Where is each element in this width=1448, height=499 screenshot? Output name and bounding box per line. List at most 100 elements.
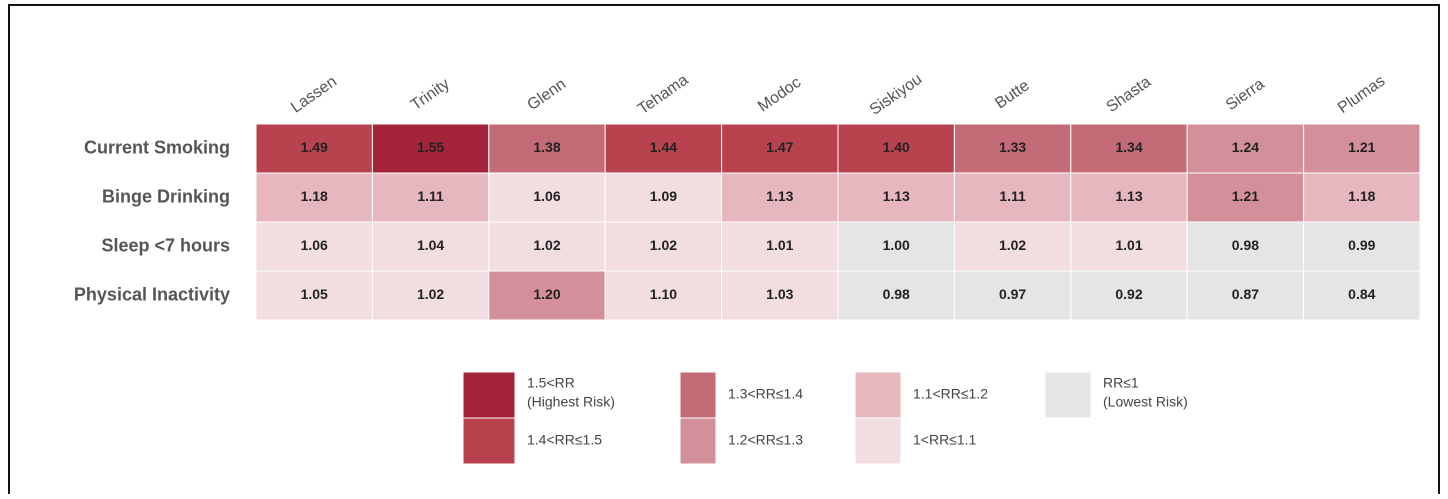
heat-cell: [721, 270, 839, 321]
heat-cell: [1070, 221, 1188, 272]
cell-value: 1.00: [883, 237, 910, 253]
cell-value: 1.33: [999, 139, 1026, 155]
cell-value: 1.06: [533, 188, 560, 204]
cell-value: 1.40: [883, 139, 910, 155]
cell-value: 1.55: [417, 139, 444, 155]
column-label: Lassen: [288, 73, 340, 117]
heat-cell: [953, 270, 1072, 321]
cell-value: 1.24: [1232, 139, 1259, 155]
legend-note: (Highest Risk): [527, 394, 615, 410]
cell-value: 1.01: [1115, 237, 1142, 253]
cell-value: 1.04: [417, 237, 444, 253]
cell-value: 1.02: [999, 237, 1026, 253]
cell-value: 0.98: [883, 286, 910, 302]
heat-cell: [488, 172, 606, 223]
legend-label: 1<RR≤1.1: [913, 432, 977, 448]
column-label: Trinity: [408, 75, 453, 114]
cell-value: 0.84: [1348, 286, 1375, 302]
column-label: Plumas: [1335, 73, 1388, 118]
column-label: Shasta: [1104, 73, 1155, 116]
heat-cell: [1303, 221, 1421, 272]
legend-swatch: [854, 371, 902, 419]
cell-value: 0.97: [999, 286, 1026, 302]
cell-value: 1.18: [301, 188, 328, 204]
legend-swatch: [462, 417, 516, 465]
legend-swatch: [462, 371, 516, 419]
column-label: Glenn: [524, 76, 569, 114]
heat-cell: [721, 172, 839, 223]
heat-cell: [837, 221, 955, 272]
heat-cell: [1303, 270, 1421, 321]
legend-swatch: [679, 417, 717, 465]
heat-cell: [488, 221, 606, 272]
cell-value: 1.13: [766, 188, 793, 204]
cell-value: 0.99: [1348, 237, 1375, 253]
cell-value: 1.02: [533, 237, 560, 253]
heat-cell: [371, 270, 490, 321]
column-label: Butte: [992, 77, 1032, 112]
cell-value: 0.87: [1232, 286, 1259, 302]
cell-value: 1.49: [301, 139, 328, 155]
column-label: Tehama: [635, 71, 691, 118]
cell-value: 1.01: [766, 237, 793, 253]
column-label: Modoc: [755, 74, 804, 115]
legend-note: (Lowest Risk): [1103, 394, 1188, 410]
cell-value: 1.18: [1348, 188, 1375, 204]
heat-cell: [371, 172, 490, 223]
legend-label: 1.1<RR≤1.2: [913, 386, 988, 402]
cell-value: 1.10: [650, 286, 677, 302]
cell-value: 0.92: [1115, 286, 1142, 302]
panel-border: [8, 4, 1440, 499]
heat-cell: [1186, 221, 1305, 272]
row-label: Current Smoking: [84, 137, 230, 157]
legend-swatch: [854, 417, 902, 465]
cell-value: 1.44: [650, 139, 677, 155]
cell-value: 1.21: [1348, 139, 1375, 155]
cell-value: 1.21: [1232, 188, 1259, 204]
cell-value: 1.38: [533, 139, 560, 155]
column-label: Sierra: [1223, 76, 1268, 114]
heat-cell: [1303, 123, 1421, 174]
cell-value: 1.20: [533, 286, 560, 302]
legend-label: 1.5<RR: [527, 375, 575, 391]
row-label: Sleep <7 hours: [101, 235, 230, 255]
cell-value: 1.03: [766, 286, 793, 302]
cell-value: 1.11: [417, 188, 444, 204]
heat-cell: [604, 221, 723, 272]
heat-cell: [255, 270, 373, 321]
heat-cell: [255, 172, 373, 223]
cell-value: 1.47: [766, 139, 793, 155]
legend-swatch: [679, 371, 717, 419]
cell-value: 1.06: [301, 237, 328, 253]
legend-label: RR≤1: [1103, 375, 1139, 391]
cell-value: 1.02: [417, 286, 444, 302]
row-label: Binge Drinking: [102, 186, 230, 206]
heat-cell: [721, 221, 839, 272]
heat-cell: [1186, 123, 1305, 174]
cell-value: 1.05: [301, 286, 328, 302]
cell-value: 1.09: [650, 188, 677, 204]
heat-cell: [837, 123, 955, 174]
heat-cell: [1070, 172, 1188, 223]
cell-value: 1.02: [650, 237, 677, 253]
cell-value: 0.98: [1232, 237, 1259, 253]
legend-label: 1.2<RR≤1.3: [728, 432, 803, 448]
column-label: Siskiyou: [867, 71, 926, 119]
heat-cell: [1070, 270, 1188, 321]
heat-cell: [604, 172, 723, 223]
heat-cell: [953, 221, 1072, 272]
legend-label: 1.3<RR≤1.4: [728, 386, 803, 402]
heat-cell: [488, 270, 606, 321]
heat-cell: [604, 270, 723, 321]
cell-value: 1.34: [1115, 139, 1142, 155]
heat-cell: [837, 270, 955, 321]
legend-swatch: [1044, 371, 1092, 419]
cell-value: 1.13: [883, 188, 910, 204]
heat-cell: [1186, 172, 1305, 223]
heat-cell: [371, 123, 490, 174]
row-label: Physical Inactivity: [74, 284, 230, 304]
cell-value: 1.13: [1115, 188, 1142, 204]
legend-label: 1.4<RR≤1.5: [527, 432, 602, 448]
cell-value: 1.11: [999, 188, 1026, 204]
